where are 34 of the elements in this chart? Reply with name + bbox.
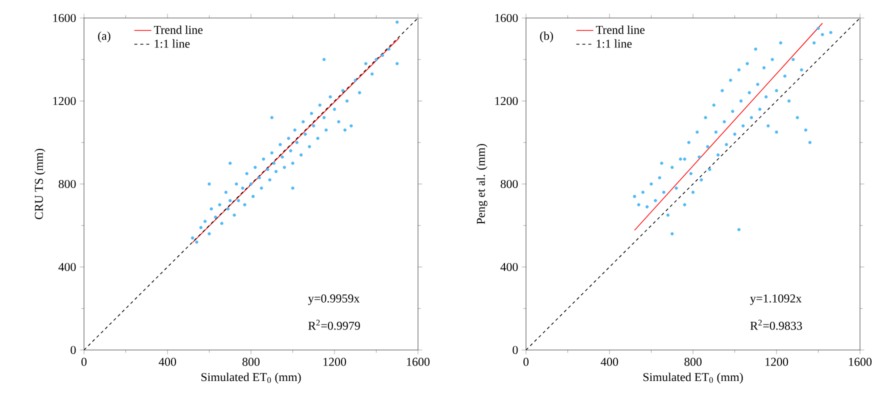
y-tick-label: 400 bbox=[500, 262, 518, 272]
legend-label: Trend line bbox=[596, 25, 645, 34]
y-tick-label: 1200 bbox=[495, 96, 518, 106]
legend-label: 1:1 line bbox=[596, 39, 632, 48]
legend-label: 1:1 line bbox=[154, 39, 190, 48]
x-axis-title: Simulated ET$_{0}$ (mm) bbox=[201, 372, 301, 384]
y-tick-label: 0 bbox=[512, 346, 518, 354]
x-tick-label: 1200 bbox=[766, 358, 788, 366]
annotation: (b) bbox=[540, 31, 554, 42]
annotation: R$^{2}$=0.9979 bbox=[308, 320, 360, 330]
x-tick-label: 400 bbox=[600, 358, 618, 366]
x-tick-label: 0 bbox=[523, 358, 529, 366]
annotation: (a) bbox=[98, 31, 110, 42]
y-tick-label: 400 bbox=[58, 262, 76, 272]
legend-label: Trend line bbox=[154, 25, 203, 34]
y-axis-title: CRU TS (mm) bbox=[34, 148, 46, 220]
x-axis-title: Simulated ET$_{0}$ (mm) bbox=[643, 372, 743, 384]
x-tick-label: 1600 bbox=[849, 358, 872, 366]
y-tick-label: 800 bbox=[500, 180, 518, 188]
y-tick-label: 1600 bbox=[53, 14, 76, 22]
annotation: y=1.1092x bbox=[750, 294, 802, 305]
x-tick-label: 1600 bbox=[407, 358, 430, 366]
y-tick-label: 1200 bbox=[53, 96, 76, 106]
y-tick-label: 0 bbox=[70, 346, 76, 354]
y-tick-label: 1600 bbox=[495, 14, 518, 22]
x-tick-label: 1200 bbox=[324, 358, 346, 366]
y-axis-title: Peng et al. (mm) bbox=[476, 144, 488, 224]
x-tick-label: 400 bbox=[158, 358, 176, 366]
annotation: y=0.9959x bbox=[308, 294, 360, 305]
annotation: R$^{2}$=0.9833 bbox=[750, 320, 802, 330]
x-tick-label: 0 bbox=[81, 358, 87, 366]
y-tick-label: 800 bbox=[58, 180, 76, 188]
x-tick-label: 800 bbox=[684, 358, 702, 366]
x-tick-label: 800 bbox=[242, 358, 260, 366]
